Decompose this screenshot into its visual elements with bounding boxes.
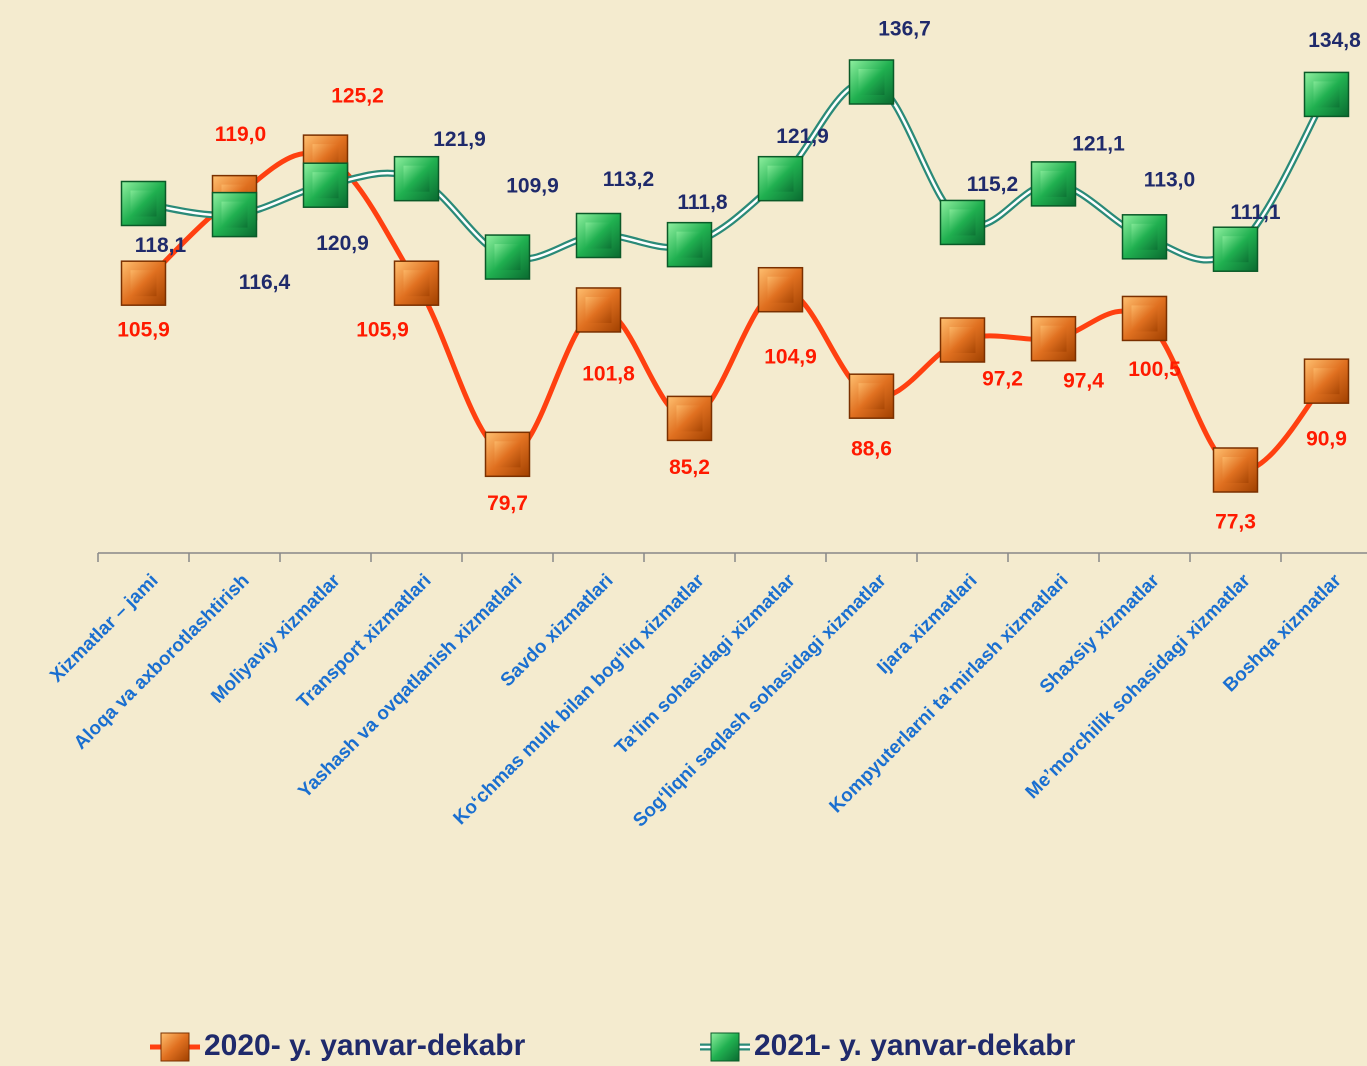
data-label: 136,7 <box>878 18 931 41</box>
legend-label: 2020- y. yanvar-dekabr <box>204 1029 526 1062</box>
marker-face <box>1313 368 1340 395</box>
data-label: 116,4 <box>239 271 291 294</box>
marker-face <box>403 165 430 192</box>
marker-face <box>1131 305 1158 332</box>
marker-face <box>312 172 339 199</box>
legend-marker <box>710 1032 740 1062</box>
marker-face <box>221 201 248 228</box>
data-label: 105,9 <box>356 319 409 342</box>
marker-face <box>858 69 885 95</box>
marker <box>1303 71 1350 118</box>
legend-marker <box>160 1032 190 1062</box>
data-label: 104,9 <box>764 345 817 368</box>
marker-face <box>585 222 612 249</box>
data-label: 125,2 <box>331 85 384 108</box>
data-label: 90,9 <box>1306 428 1347 451</box>
marker-face <box>1040 325 1067 352</box>
marker-face <box>1040 170 1067 197</box>
marker-face <box>858 383 885 410</box>
marker-face <box>130 190 157 217</box>
marker <box>393 155 440 202</box>
marker-face <box>676 231 703 258</box>
marker-face <box>767 165 794 192</box>
marker-face <box>1222 457 1249 483</box>
marker-face <box>767 276 794 303</box>
marker-face <box>1313 81 1340 108</box>
marker-face <box>676 405 703 432</box>
data-label: 113,0 <box>1144 168 1195 191</box>
data-label: 100,5 <box>1128 358 1181 381</box>
data-label: 118,1 <box>135 234 187 257</box>
x-tick-label: Ta’lim sohasidagi xizmatlar <box>611 570 800 759</box>
marker-face <box>494 244 521 271</box>
marker-face <box>1131 223 1158 250</box>
data-label: 121,1 <box>1072 132 1125 155</box>
data-label: 77,3 <box>1215 511 1256 534</box>
marker-face <box>949 327 976 354</box>
data-label: 111,1 <box>1230 201 1281 224</box>
data-label: 88,6 <box>851 438 892 461</box>
marker-face <box>949 209 976 236</box>
data-label: 101,8 <box>582 363 635 386</box>
marker-face <box>130 270 157 297</box>
data-label: 121,9 <box>433 128 486 151</box>
data-label: 121,9 <box>776 125 829 148</box>
legend-label: 2021- y. yanvar-dekabr <box>754 1029 1076 1062</box>
data-label: 111,8 <box>677 191 728 214</box>
data-label: 79,7 <box>487 492 528 515</box>
data-label: 97,4 <box>1063 369 1104 392</box>
data-label: 85,2 <box>669 456 710 479</box>
data-label: 115,2 <box>967 173 1018 196</box>
marker-face <box>403 270 430 297</box>
data-label: 119,0 <box>215 123 266 146</box>
data-label: 113,2 <box>603 168 654 191</box>
data-label: 109,9 <box>506 175 559 198</box>
data-label: 97,2 <box>982 368 1023 391</box>
marker-face <box>494 441 521 468</box>
data-label: 120,9 <box>316 232 369 255</box>
marker-face <box>585 296 612 323</box>
data-label: 134,8 <box>1308 29 1361 52</box>
x-tick-label: Aloqa va axborotlashtirish <box>70 570 254 754</box>
data-label: 105,9 <box>117 319 170 342</box>
marker <box>1303 358 1350 404</box>
marker <box>939 199 986 246</box>
marker-face <box>1222 236 1249 263</box>
